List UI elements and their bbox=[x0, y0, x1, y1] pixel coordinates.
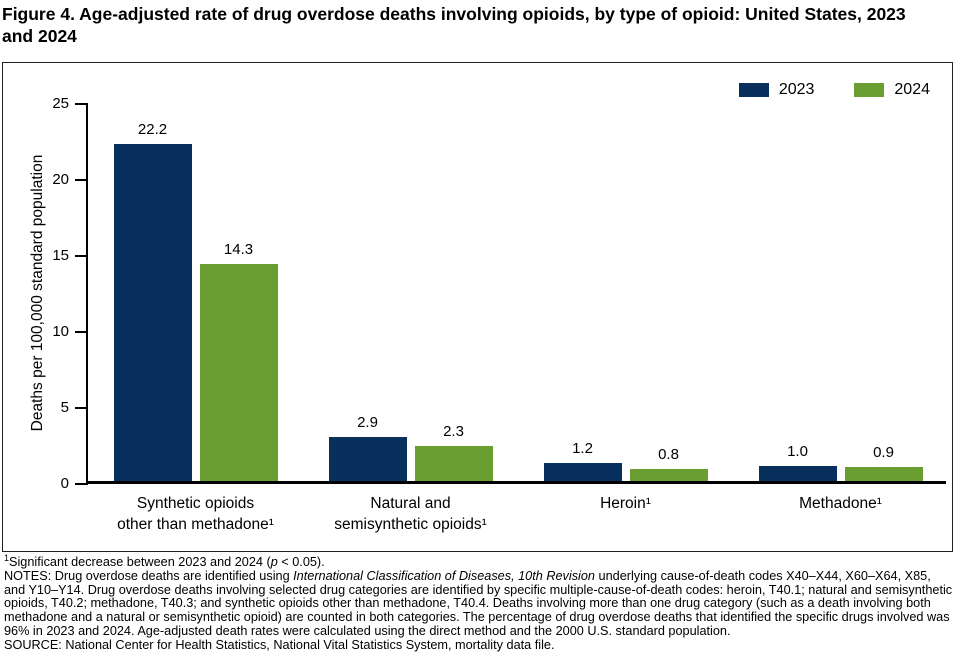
chart-legend: 2023 2024 bbox=[711, 81, 930, 99]
figure-title: Figure 4. Age-adjusted rate of drug over… bbox=[2, 4, 906, 46]
bar-value-label: 14.3 bbox=[223, 240, 254, 258]
bar-value-label: 2.9 bbox=[357, 413, 378, 431]
bar-value-label: 0.8 bbox=[658, 445, 679, 463]
legend-swatch-2024 bbox=[854, 83, 885, 97]
chart-box: 2023 2024 Deaths per 100,000 standard po… bbox=[2, 62, 953, 552]
legend-item-2024: 2024 bbox=[854, 81, 930, 99]
footnote-source: SOURCE: National Center for Health Stati… bbox=[4, 637, 555, 652]
plot-area: 0 5 10 15 20 25 22.2 14.3 Synthetic opioids other… bbox=[52, 95, 946, 533]
bar-value-label: 2.3 bbox=[443, 423, 464, 441]
legend-item-2023: 2023 bbox=[738, 81, 815, 99]
bar-value-label: 22.2 bbox=[137, 120, 168, 138]
bar-value-label: 1.0 bbox=[787, 442, 808, 460]
bar-2023-1 bbox=[328, 436, 407, 481]
category-label-0: Synthetic opioids other than methadone¹ bbox=[117, 495, 274, 533]
category-label-1: Natural and semisynthetic opioids¹ bbox=[334, 495, 487, 533]
bar-2023-0 bbox=[113, 143, 192, 481]
bar-2024-1 bbox=[414, 446, 493, 481]
legend-label-2024: 2024 bbox=[894, 81, 930, 98]
legend-swatch-2023 bbox=[738, 83, 769, 97]
y-tick-label: 10 bbox=[52, 323, 69, 340]
footnote-notes: NOTES: Drug overdose deaths are identifi… bbox=[4, 568, 953, 638]
footnote-significance: 1Significant decrease between 2023 and 2… bbox=[4, 552, 325, 569]
y-tick-mark bbox=[75, 331, 88, 333]
y-tick-label: 20 bbox=[52, 171, 69, 188]
footnotes: 1Significant decrease between 2023 and 2… bbox=[4, 552, 954, 653]
bar-2024-2 bbox=[629, 468, 708, 481]
y-tick-mark bbox=[75, 407, 88, 409]
bar-value-label: 0.9 bbox=[873, 444, 894, 462]
legend-label-2023: 2023 bbox=[778, 81, 815, 98]
category-label-2: Heroin¹ bbox=[600, 495, 651, 512]
y-tick-label: 5 bbox=[60, 399, 69, 416]
bar-2023-3 bbox=[758, 465, 837, 481]
y-tick-mark bbox=[75, 483, 88, 485]
bar-value-label: 1.2 bbox=[572, 439, 593, 457]
y-tick-mark bbox=[75, 103, 88, 105]
y-tick-label: 15 bbox=[52, 247, 69, 264]
category-label-3: Methadone¹ bbox=[799, 495, 882, 512]
bar-2024-3 bbox=[844, 467, 923, 481]
bar-2024-0 bbox=[199, 263, 278, 481]
y-tick-label: 0 bbox=[60, 475, 69, 492]
y-tick-mark bbox=[75, 255, 88, 257]
y-tick-mark bbox=[75, 179, 88, 181]
y-tick-label: 25 bbox=[52, 95, 69, 112]
y-axis-title: Deaths per 100,000 standard population bbox=[29, 154, 46, 432]
bar-2023-2 bbox=[543, 462, 622, 481]
